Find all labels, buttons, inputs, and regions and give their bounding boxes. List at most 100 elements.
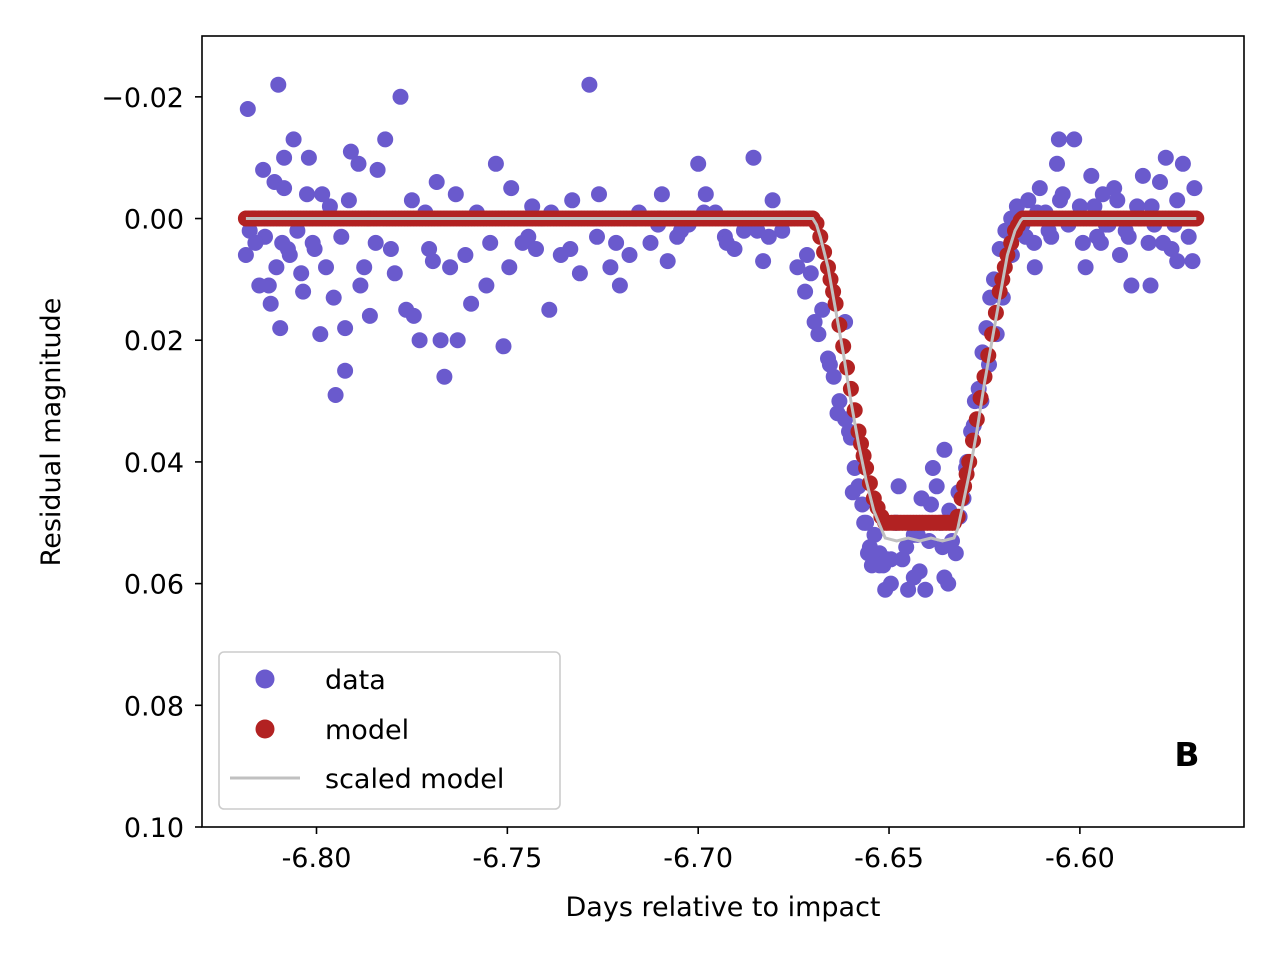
data-point [1123,277,1140,294]
data-point [659,253,676,270]
data-point [789,259,806,276]
data-point [589,228,605,245]
data-point [482,234,499,251]
data-point [377,131,394,148]
data-point [457,247,474,263]
data-point [745,149,762,166]
data-point [350,155,367,172]
data-point [1074,234,1091,251]
data-point [1049,155,1065,172]
data-point [602,259,619,276]
data-point [342,143,359,160]
legend: data model scaled model [218,651,561,810]
legend-frame [218,651,561,810]
data-point [1026,259,1043,276]
y-tick-label: 0.00 [124,205,184,236]
data-point [928,478,945,495]
data-point [917,581,934,598]
data-point [295,283,312,300]
data-point [524,198,541,215]
data-point [718,234,735,251]
data-point [621,247,638,263]
data-point [255,161,272,178]
data-point [1155,234,1172,251]
y-tick-label: 0.06 [124,570,184,601]
data-point [1140,234,1157,251]
data-point [797,283,814,300]
data-point [653,186,670,203]
data-point [749,222,766,239]
data-point [1050,131,1067,148]
data-point [1109,192,1126,209]
data-point [276,180,293,197]
data-point [436,368,453,385]
data-point [304,234,321,251]
x-tick-label: -6.60 [1045,843,1115,874]
data-point [944,533,960,549]
data-point [581,76,598,93]
data-point [300,149,317,166]
data-point [690,155,707,172]
data-point [463,295,480,312]
data-point [337,362,354,379]
data-point [327,387,344,403]
data-point [799,247,815,263]
data-point [1184,253,1201,270]
data-point [424,253,441,270]
data-point [247,234,264,251]
data-point [571,265,588,282]
data-point [591,186,607,203]
y-tick-label: 0.04 [124,448,184,479]
data-point [890,478,907,495]
data-point [866,526,883,543]
data-point [1020,192,1037,209]
data-point [1180,228,1197,245]
data-point [924,460,941,476]
data-point [642,234,659,251]
data-point [299,186,315,203]
data-point [293,265,310,282]
data-point [392,88,409,105]
model-points-layer [237,210,1205,531]
data-point [369,161,386,178]
data-point [821,356,838,373]
scaled-model-line [245,217,1197,543]
data-point [564,192,581,209]
data-point [562,241,579,257]
data-point [501,259,518,276]
x-tick-label: -6.80 [282,843,352,874]
data-point [528,241,544,257]
legend-data-label: data [325,665,386,696]
legend-model-marker [255,719,275,739]
data-point [860,545,876,562]
legend-scaled-model-label: scaled model [325,764,504,795]
data-point [913,490,930,507]
y-tick-label: 0.10 [124,813,184,844]
data-point [403,192,420,209]
data-point [673,222,689,239]
data-point [806,314,823,330]
data-point [260,277,277,294]
data-point [276,149,293,166]
x-axis-ticks: -6.80 -6.75 -6.70 -6.65 -6.60 [282,827,1115,874]
data-point [1077,259,1094,276]
data-point [846,460,863,476]
legend-model-label: model [325,715,409,746]
data-point [1052,192,1068,209]
data-point [367,234,384,251]
data-point [1152,174,1168,190]
data-point [1186,180,1203,197]
data-point [237,247,254,263]
data-point [314,186,331,203]
data-point [1092,234,1109,251]
legend-data-marker [255,669,275,689]
data-point [333,228,350,245]
data-point [611,277,628,294]
data-point [411,332,428,349]
data-point [1169,192,1186,209]
data-point [831,393,848,410]
y-axis-label: Residual magnitude [36,298,67,567]
data-point [1143,198,1160,215]
